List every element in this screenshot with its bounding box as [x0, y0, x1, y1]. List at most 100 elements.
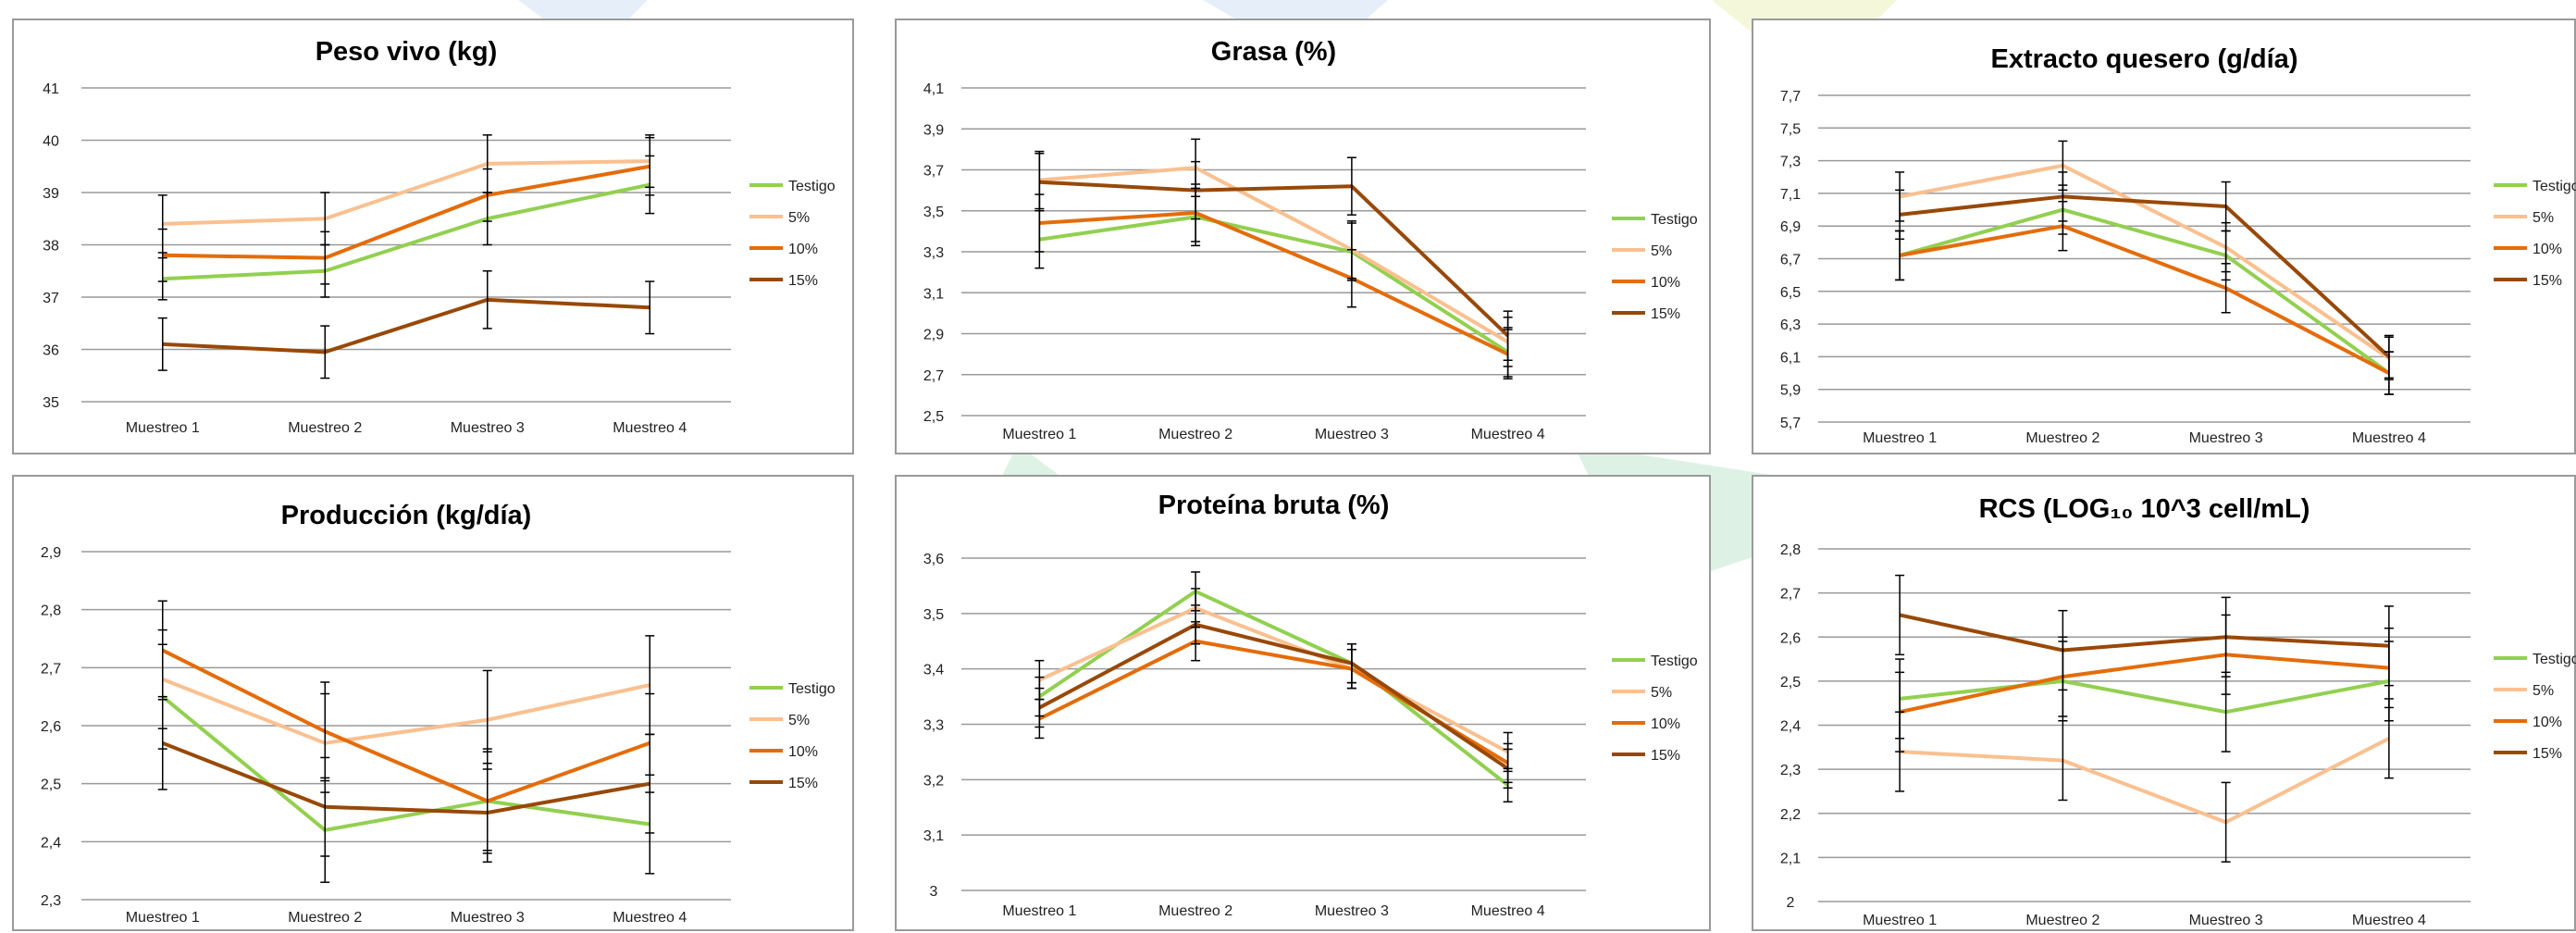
x-tick-label: Muestreo 4 [1471, 903, 1545, 919]
series-line-15 [1038, 622, 1509, 771]
legend-label-testigo: Testigo [788, 179, 836, 194]
chart-panel-grasa: Grasa (%) 2,5 2,7 2,9 3,1 3,3 3,5 3,7 3,9 4,1 Mues… [895, 19, 1711, 454]
series-line-15 [1039, 180, 1510, 338]
chart-panel-peso-vivo: Peso vivo (kg) 35 36 37 38 39 40 41 Muestreo 1 Mu… [12, 19, 854, 454]
y-tick-label: 37 [43, 291, 59, 306]
x-tick-label: Muestreo 2 [288, 910, 362, 926]
y-tick-label: 39 [43, 186, 59, 202]
series-line-5 [162, 159, 650, 226]
chart-panel-extracto-quesero: Extracto quesero (g/día) 5,7 5,9 6,1 6,3 6,5 6… [1752, 19, 2576, 454]
y-tick-label: 2,3 [1780, 763, 1801, 778]
y-tick-label: 2,8 [41, 603, 61, 619]
y-tick-label: 7,3 [1780, 155, 1801, 170]
y-tick-label: 2,6 [41, 719, 61, 735]
error-bar-15 [482, 762, 492, 864]
y-tick-label: 3,7 [923, 164, 944, 180]
error-bar-15 [1895, 189, 1905, 241]
y-tick-label: 4,1 [923, 81, 944, 97]
chart-svg: Grasa (%) 2,5 2,7 2,9 3,1 3,3 3,5 3,7 3,9 4,1 Mues… [923, 37, 1698, 442]
y-tick-label: 2,2 [1780, 807, 1801, 823]
error-bar-15 [157, 317, 167, 371]
series-line-5 [162, 678, 650, 745]
y-tick-label: 3,3 [923, 718, 944, 734]
error-bar-15 [2221, 596, 2231, 678]
error-bar-15 [1191, 160, 1201, 220]
legend-label-10: 10% [2533, 242, 2562, 257]
series-line-15 [162, 297, 650, 355]
y-tick-label: 2,7 [923, 368, 944, 384]
error-bar-10 [1346, 249, 1356, 308]
chart-title: Grasa (%) [1211, 37, 1336, 67]
y-tick-label: 2,9 [923, 328, 944, 343]
series-line-15 [162, 740, 650, 815]
error-bar-15 [2221, 180, 2231, 232]
legend-label-10: 10% [1651, 716, 1680, 732]
x-tick-label: Muestreo 3 [1315, 903, 1389, 919]
legend-label-testigo: Testigo [788, 681, 836, 697]
legend-label-10: 10% [788, 242, 818, 257]
series-line-15 [1899, 613, 2389, 653]
y-tick-label: 2,4 [41, 835, 61, 851]
y-tick-label: 3,1 [923, 828, 944, 844]
legend-label-5: 5% [2533, 210, 2554, 226]
y-tick-label: 2,1 [1780, 851, 1801, 866]
y-tick-label: 6,3 [1780, 317, 1801, 333]
chart-svg: Producción (kg/día) 2,3 2,4 2,5 2,6 2,7 2,8 2,9… [41, 501, 836, 926]
y-tick-label: 38 [43, 239, 59, 255]
y-tick-label: 2,4 [1780, 719, 1801, 735]
series-line-5 [1900, 737, 2390, 825]
legend-label-10: 10% [1651, 275, 1680, 291]
y-tick-label: 2,3 [41, 893, 61, 909]
error-bar-15 [1034, 153, 1045, 212]
x-tick-label: Muestreo 3 [451, 420, 525, 436]
error-bar-15 [1895, 574, 1905, 656]
series-line-testigo [162, 182, 650, 281]
y-tick-label: 2,7 [1780, 587, 1801, 603]
y-tick-label: 3,4 [923, 663, 944, 678]
legend-label-testigo: Testigo [1651, 653, 1698, 669]
error-bar-15 [1034, 687, 1045, 728]
series-line-testigo [1899, 207, 2391, 375]
y-tick-label: 3 [930, 884, 938, 900]
y-tick-label: 2,9 [41, 545, 61, 561]
legend-label-15: 15% [2533, 746, 2562, 762]
y-tick-label: 40 [43, 134, 59, 150]
y-tick-label: 36 [43, 343, 59, 359]
legend-label-testigo: Testigo [2533, 179, 2576, 194]
error-bar-15 [645, 280, 655, 335]
chart-title: Extracto quesero (g/día) [1991, 44, 2298, 74]
x-tick-label: Muestreo 3 [1315, 427, 1389, 442]
y-tick-label: 3,5 [923, 205, 944, 220]
series-line-10 [161, 648, 650, 803]
y-tick-label: 3,3 [923, 245, 944, 261]
error-bar-5 [2058, 719, 2068, 802]
x-tick-label: Muestreo 2 [2025, 430, 2099, 446]
y-tick-label: 6,1 [1780, 350, 1801, 366]
error-bar-10 [645, 136, 655, 196]
series-line-testigo [1899, 678, 2390, 715]
legend-label-testigo: Testigo [2533, 652, 2576, 667]
error-bar-15 [2058, 609, 2068, 691]
chart-panel-rcs: RCS (LOG₁₀ 10^3 cell/mL) 2 2,1 2,2 2,3 2,4 2,5… [1752, 475, 2576, 931]
y-tick-label: 2,6 [1780, 630, 1801, 646]
y-tick-label: 41 [43, 81, 59, 97]
y-tick-label: 7,1 [1780, 187, 1801, 203]
x-tick-label: Muestreo 3 [2189, 430, 2263, 446]
series-line-5 [1899, 163, 2391, 360]
error-bar-10 [1895, 671, 1905, 753]
error-bar-15 [1191, 604, 1201, 645]
x-tick-label: Muestreo 2 [288, 420, 362, 436]
legend-label-15: 15% [788, 776, 818, 791]
legend-label-testigo: Testigo [1651, 212, 1698, 228]
y-tick-label: 6,5 [1780, 285, 1801, 301]
y-tick-label: 2 [1787, 895, 1795, 911]
series-line-10 [1039, 210, 1509, 356]
y-tick-label: 6,9 [1780, 219, 1801, 235]
chart-title: Producción (kg/día) [281, 501, 532, 530]
y-tick-label: 2,5 [923, 409, 944, 425]
x-tick-label: Muestreo 2 [2025, 913, 2099, 928]
y-tick-label: 2,5 [41, 778, 61, 793]
error-bar-15 [1503, 310, 1513, 362]
legend-label-15: 15% [788, 273, 818, 289]
error-bar-15 [2384, 334, 2394, 379]
